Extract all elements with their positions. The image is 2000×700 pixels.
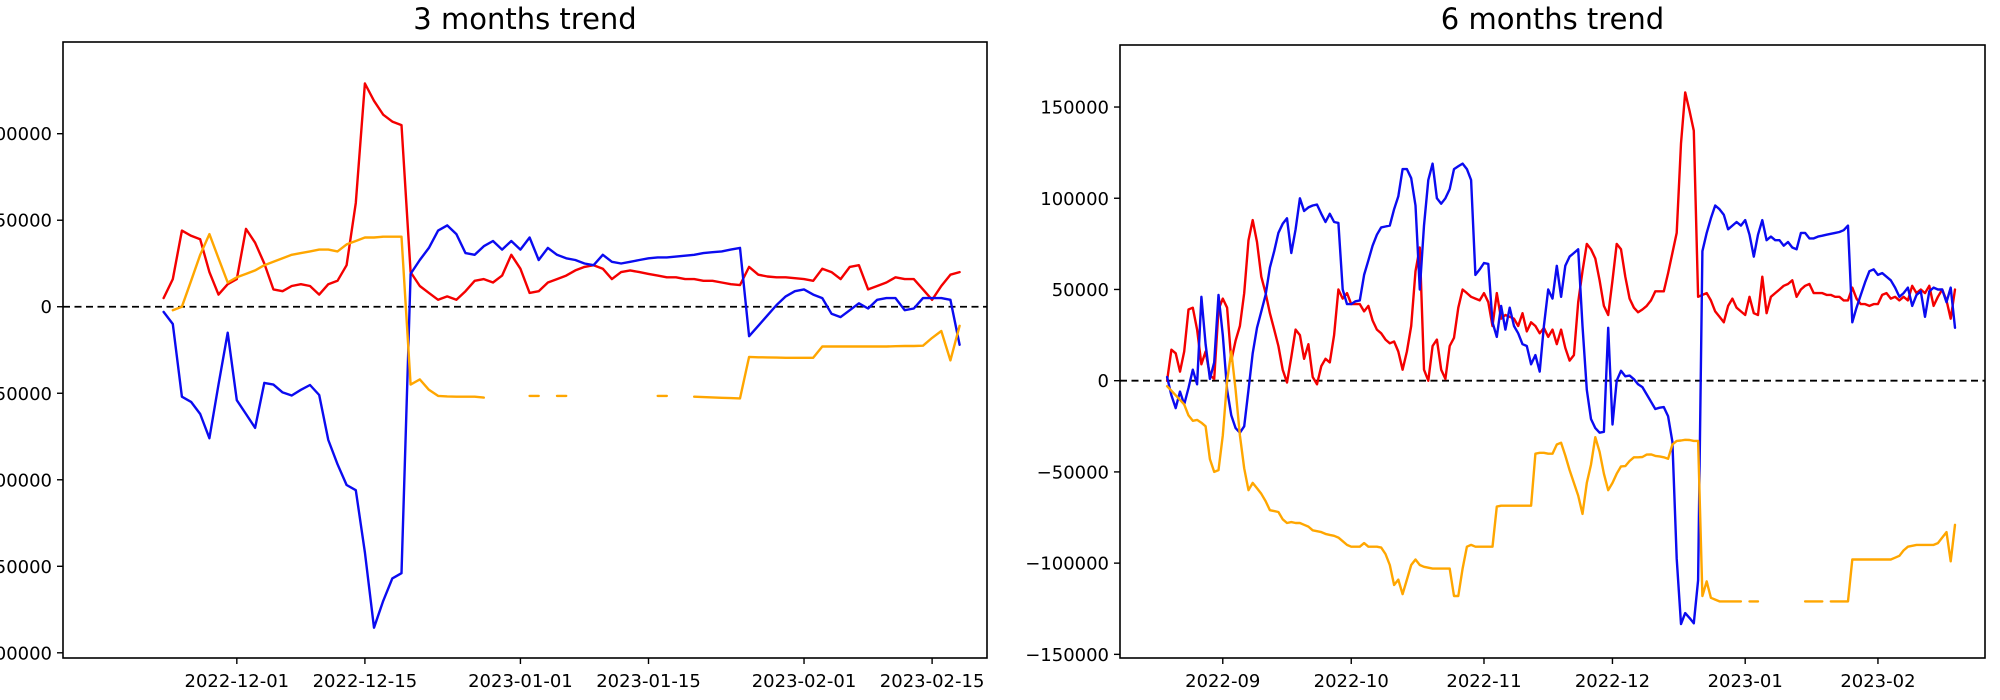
axes-frame (1119, 44, 1986, 659)
blue-series-line (162, 224, 961, 629)
y-tick-label: 100000 (0, 124, 52, 145)
y-tick-label: −50000 (0, 384, 52, 405)
y-tick-label: 100000 (1040, 189, 1109, 210)
chart-6-months-trend: 150000 100000 50000 0 −50000 −100000 −150000 20… (1025, 44, 1986, 692)
x-tick-label: 2023-02-01 (752, 671, 857, 692)
x-tick-label: 2022-10 (1314, 671, 1389, 692)
orange-series-line (1165, 350, 1957, 603)
y-tick-label: −150000 (1025, 645, 1109, 666)
red-series-line (1165, 91, 1957, 386)
orange-series-line (171, 232, 961, 400)
x-tick-label: 2022-09 (1185, 671, 1260, 692)
red-series-line (162, 82, 961, 301)
y-tick-label: −50000 (1037, 462, 1109, 483)
y-tick-label: −150000 (0, 557, 52, 578)
x-tick-label: 2023-01-01 (468, 671, 573, 692)
x-tick-label: 2023-01 (1708, 671, 1783, 692)
x-tick-label: 2023-01-15 (596, 671, 701, 692)
x-tick-label: 2023-02 (1840, 671, 1915, 692)
blue-series-line (1165, 162, 1957, 626)
y-tick-label: 150000 (1040, 98, 1109, 119)
axes-frame (62, 41, 988, 659)
chart-title-3-months: 3 months trend (413, 2, 637, 36)
y-tick-label: 0 (41, 297, 52, 318)
y-tick-label: −100000 (1025, 554, 1109, 575)
x-tick-label: 2022-12 (1575, 671, 1650, 692)
y-tick-label: 0 (1098, 371, 1109, 392)
x-tick-label: 2022-11 (1446, 671, 1521, 692)
x-tick-label: 2022-12-01 (185, 671, 290, 692)
chart-3-months-trend: 100000 50000 0 −50000 −100000 −150000 −200000 2… (0, 41, 988, 692)
y-tick-label: 50000 (0, 211, 52, 232)
x-tick-label: 2023-02-15 (880, 671, 985, 692)
y-tick-label: −100000 (0, 470, 52, 491)
y-tick-label: −200000 (0, 643, 52, 664)
y-tick-label: 50000 (1052, 280, 1109, 301)
x-tick-label: 2022-12-15 (313, 671, 418, 692)
chart-title-6-months: 6 months trend (1440, 2, 1665, 36)
